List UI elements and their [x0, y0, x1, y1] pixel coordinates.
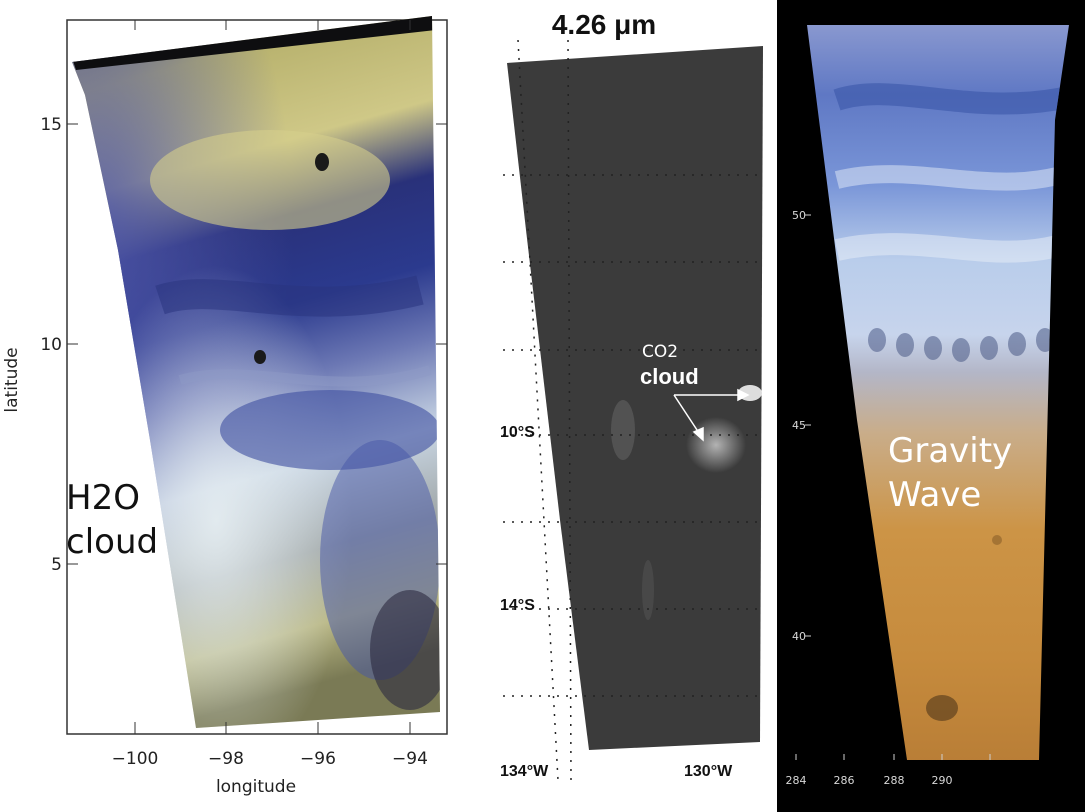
- h2o-map-figure: 15 10 5 latitude −100 −98 −96 −94 longit…: [2, 16, 448, 797]
- gravity-wave-label-line1: Gravity: [888, 431, 1012, 471]
- co2-annotation-line1: CO2: [642, 342, 678, 362]
- y-axis-title: latitude: [2, 347, 22, 412]
- gravity-map-figure: 50 45 40 284 286 288 290 Gravity Wave: [786, 25, 1069, 787]
- co2-image-swath: [507, 46, 763, 750]
- lat-label: 10°S: [500, 424, 535, 441]
- gravity-x-tick: 286: [834, 774, 855, 787]
- co2-panel-title: 4.26 μm: [552, 9, 656, 40]
- x-tick-label: −94: [392, 749, 428, 769]
- co2-cloud-patch: [686, 417, 746, 473]
- gravity-axes: [795, 214, 991, 760]
- co2-annotation-arrows: [673, 388, 750, 442]
- x-axis-title: longitude: [216, 777, 296, 797]
- gravity-x-tick: 288: [884, 774, 905, 787]
- h2o-x-axis: −100 −98 −96 −94 longitude: [112, 20, 428, 797]
- gravity-wave-panel: 50 45 40 284 286 288 290 Gravity Wave: [777, 0, 1085, 812]
- plot-frame: [66, 19, 448, 735]
- h2o-cloud-label-line1: H2O: [66, 478, 140, 518]
- lon-label: 130°W: [684, 763, 733, 780]
- gravity-y-tick: 40: [792, 630, 806, 643]
- gravity-y-tick: 50: [792, 209, 806, 222]
- h2o-cloud-panel: 15 10 5 latitude −100 −98 −96 −94 longit…: [0, 0, 478, 812]
- x-tick-label: −96: [300, 749, 336, 769]
- gravity-satellite-image: [807, 25, 1069, 760]
- co2-grid: [503, 39, 763, 781]
- co2-annotation-line2: cloud: [640, 364, 699, 389]
- gravity-x-tick: 284: [786, 774, 807, 787]
- h2o-y-axis: 15 10 5 latitude: [2, 115, 447, 575]
- x-tick-label: −98: [208, 749, 244, 769]
- lat-label: 14°S: [500, 597, 535, 614]
- h2o-cloud-label-line2: cloud: [66, 522, 158, 562]
- y-tick-label: 10: [40, 335, 62, 355]
- gravity-wave-label-line2: Wave: [888, 475, 981, 515]
- gravity-y-tick: 45: [792, 419, 806, 432]
- gravity-x-tick: 290: [932, 774, 953, 787]
- co2-map-figure: 4.26 μm CO2 cloud 10°S: [500, 9, 763, 781]
- y-tick-label: 5: [51, 555, 62, 575]
- co2-cloud-panel: 4.26 μm CO2 cloud 10°S: [478, 0, 777, 812]
- lon-label: 134°W: [500, 763, 549, 780]
- h2o-satellite-image: [72, 16, 440, 728]
- y-tick-label: 15: [40, 115, 62, 135]
- x-tick-label: −100: [112, 749, 159, 769]
